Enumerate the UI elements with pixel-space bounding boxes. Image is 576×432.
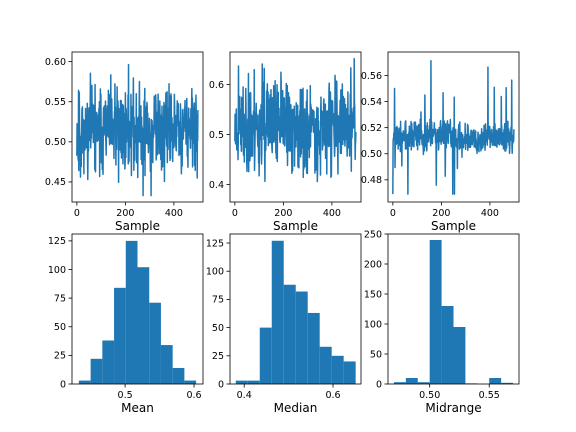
histogram-bar-2	[405, 378, 418, 384]
x-axis-label: Sample	[431, 219, 476, 233]
histogram-bar-10	[343, 361, 356, 384]
axes-frame	[229, 233, 362, 385]
x-tick-label: 400	[165, 208, 183, 219]
y-tick-label: 25	[54, 351, 66, 362]
histogram-bar-3	[417, 382, 430, 384]
histogram-bar-8	[160, 345, 173, 384]
y-tick-label: 0	[60, 379, 66, 390]
y-tick-label: 0.4	[209, 180, 224, 191]
axes-frame	[71, 233, 204, 385]
x-axis-label: Midrange	[425, 401, 481, 415]
y-tick-label: 0.52	[361, 123, 382, 134]
histogram-bar-8	[319, 346, 332, 384]
axes-frame	[387, 51, 520, 203]
x-axis-label: Median	[274, 401, 318, 415]
axes-frame	[229, 51, 362, 203]
y-tick-label: 0.56	[361, 71, 382, 82]
histogram-bar-6	[453, 327, 466, 384]
y-tick-label: 25	[212, 351, 224, 362]
chart-panel-2: 0 200 400 0.4 0.5 0.6 Sample	[209, 51, 362, 233]
y-tick-label: 125	[48, 236, 66, 247]
histogram-bar-7	[149, 302, 161, 384]
x-tick-label: 0.6	[186, 390, 201, 401]
y-tick-label: 0.55	[45, 97, 66, 108]
y-tick-label: 0.60	[45, 57, 66, 68]
x-tick-label: 200	[116, 208, 134, 219]
y-tick-label: 0.45	[45, 177, 66, 188]
histogram-bar-9	[331, 355, 344, 384]
histogram-bar-1	[235, 380, 248, 384]
histogram-bar-2	[90, 358, 103, 384]
histogram-bar-4	[114, 287, 126, 384]
y-tick-label: 50	[370, 349, 382, 360]
x-tick-label: 0.6	[325, 390, 340, 401]
y-tick-label: 150	[364, 289, 382, 300]
y-tick-label: 100	[206, 267, 224, 278]
x-tick-label: 0	[74, 208, 80, 219]
histogram-bar-3	[102, 340, 115, 384]
y-tick-label: 0.50	[45, 137, 66, 148]
chart-panel-4: 0.5 0.6 0 25 50 75 100 125 Mean	[48, 233, 204, 415]
histogram-bar-1	[78, 380, 91, 384]
histogram-bar-6	[295, 291, 308, 384]
histogram-bar-7	[307, 312, 320, 384]
histogram-bar-10	[184, 380, 197, 384]
histogram-bar-4	[271, 240, 284, 384]
chart-panel-3: 0 200 400 0.48 0.50 0.52 0.54 0.56 Sample	[361, 51, 520, 233]
histogram-bar-5	[441, 306, 454, 384]
x-tick-label: 0.50	[419, 390, 440, 401]
histogram-bar-1	[393, 382, 406, 384]
x-tick-label: 400	[323, 208, 341, 219]
series-line	[234, 57, 357, 183]
histogram-bar-3	[259, 327, 272, 384]
y-tick-label: 250	[364, 229, 382, 240]
x-tick-label: 400	[481, 208, 499, 219]
x-tick-label: 200	[432, 208, 450, 219]
y-tick-label: 200	[364, 259, 382, 270]
chart-panel-5: 0.4 0.6 0 25 50 75 100 125 Median	[206, 233, 362, 415]
y-tick-label: 0.50	[361, 149, 382, 160]
histogram-bar-9	[172, 367, 185, 384]
histogram-bar-9	[489, 378, 502, 384]
histogram-bar-5	[125, 240, 138, 384]
histogram-bar-2	[247, 380, 260, 384]
y-tick-label: 100	[364, 319, 382, 330]
chart-panel-1: 0 200 400 0.45 0.50 0.55 0.60 Sample	[45, 51, 204, 233]
histogram-bar-10	[501, 382, 514, 384]
x-tick-label: 0.5	[118, 390, 133, 401]
y-tick-label: 0	[376, 379, 382, 390]
series-line	[76, 63, 199, 197]
y-tick-label: 0.48	[361, 175, 382, 186]
y-tick-label: 75	[212, 295, 224, 306]
x-axis-label: Sample	[273, 219, 318, 233]
chart-panel-6: 0.50 0.55 0 50 100 150 200 250 Midrange	[364, 229, 520, 415]
x-axis-label: Mean	[121, 401, 154, 415]
x-tick-label: 0	[232, 208, 238, 219]
axes-frame	[387, 233, 520, 385]
y-tick-label: 0.5	[209, 130, 224, 141]
x-tick-label: 0	[390, 208, 396, 219]
x-tick-label: 0.55	[479, 390, 500, 401]
x-tick-label: 200	[274, 208, 292, 219]
x-axis-label: Sample	[115, 219, 160, 233]
series-line	[392, 59, 515, 195]
y-tick-label: 125	[206, 238, 224, 249]
y-tick-label: 50	[212, 323, 224, 334]
y-tick-label: 0.6	[209, 80, 224, 91]
axes-frame	[71, 51, 204, 203]
y-tick-label: 0	[218, 379, 224, 390]
y-tick-label: 50	[54, 322, 66, 333]
x-tick-label: 0.4	[237, 390, 252, 401]
y-tick-label: 0.54	[361, 97, 382, 108]
y-tick-label: 75	[54, 293, 66, 304]
histogram-bar-5	[283, 284, 296, 384]
y-tick-label: 100	[48, 265, 66, 276]
histogram-bar-6	[137, 267, 150, 384]
histogram-bar-4	[429, 240, 442, 384]
